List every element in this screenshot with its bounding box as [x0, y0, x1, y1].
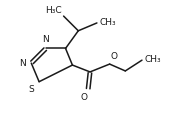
Text: N: N [43, 35, 49, 44]
Text: O: O [111, 52, 118, 61]
Text: CH₃: CH₃ [100, 18, 116, 27]
Text: CH₃: CH₃ [145, 55, 162, 64]
Text: H₃C: H₃C [45, 6, 62, 15]
Text: S: S [29, 85, 34, 94]
Text: O: O [81, 93, 88, 102]
Text: N: N [20, 59, 26, 68]
